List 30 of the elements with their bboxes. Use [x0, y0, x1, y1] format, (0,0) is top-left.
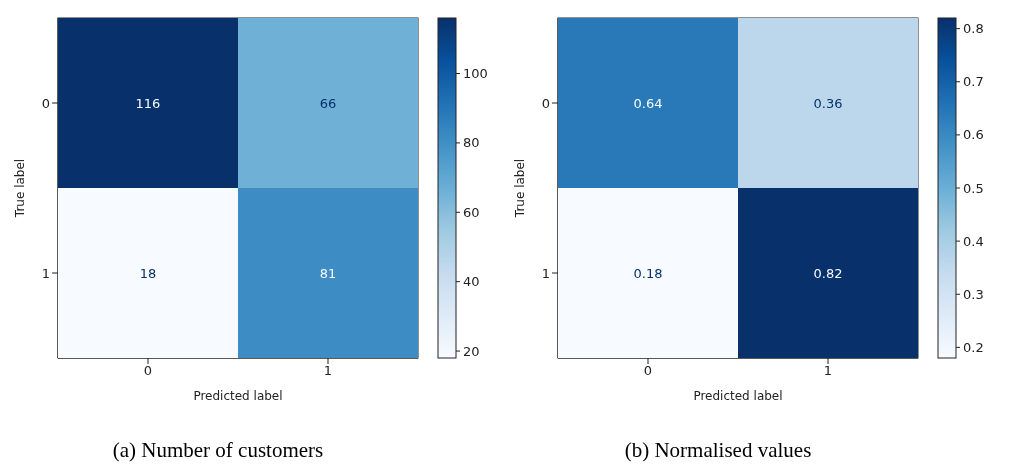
data-label: 81 — [319, 265, 337, 281]
data-label: 66 — [319, 95, 337, 111]
color-bar-label: 100 — [463, 66, 488, 82]
color-bar-label: 40 — [463, 274, 480, 290]
text: (b) Normalised values — [623, 438, 813, 463]
color-bar-label: 0.2 — [963, 339, 984, 355]
color-bar-label: 0.8 — [963, 21, 984, 37]
data-label: 0.36 — [813, 95, 843, 111]
data-label: 0.82 — [813, 265, 843, 281]
y-axis-title: True label — [513, 158, 528, 219]
text: (a) Number of customers — [111, 438, 325, 463]
x-tick-label: 1 — [823, 363, 833, 379]
color-bar-label: 0.5 — [963, 180, 984, 196]
color-bar-label: 0.7 — [963, 74, 984, 90]
data-label: 18 — [139, 265, 157, 281]
y-axis-title: True label — [13, 158, 28, 219]
color-bar-label: 0.3 — [963, 286, 984, 302]
x-tick-label: 1 — [323, 363, 333, 379]
x-tick-label: 0 — [643, 363, 653, 379]
color-bar-label: 20 — [463, 343, 480, 359]
color-bar-label: 0.4 — [963, 233, 984, 249]
data-label: 116 — [135, 95, 161, 111]
x-axis-title: Predicted label — [193, 389, 283, 403]
data-label: 0.18 — [633, 265, 663, 281]
x-tick-label: 0 — [143, 363, 153, 379]
color-bar-label: 0.6 — [963, 127, 984, 143]
color-bar-label: 80 — [463, 135, 480, 151]
data-label: 0.64 — [633, 95, 663, 111]
color-bar-label: 60 — [463, 204, 480, 220]
x-axis-title: Predicted label — [693, 389, 783, 403]
